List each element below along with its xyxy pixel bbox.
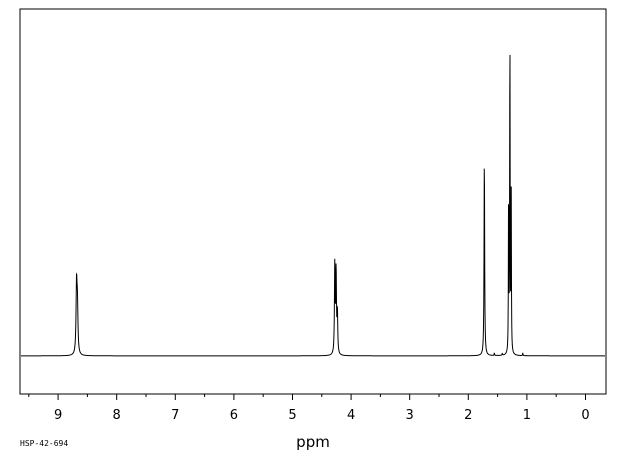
x-tick-label: 5 xyxy=(288,408,296,423)
x-tick-label: 4 xyxy=(347,408,355,423)
x-tick-label: 7 xyxy=(171,408,179,423)
plot-frame xyxy=(19,8,607,395)
spectrum-line xyxy=(21,54,605,357)
x-tick-label: 8 xyxy=(113,408,121,423)
x-tick-label: 1 xyxy=(523,408,531,423)
x-tick-label: 6 xyxy=(230,408,238,423)
x-tick-label: 3 xyxy=(406,408,414,423)
sample-code: HSP-42-694 xyxy=(20,439,68,448)
x-tick-label: 9 xyxy=(54,408,62,423)
x-axis-ticks: 9 8 7 6 5 4 3 2 1 0 xyxy=(28,394,590,423)
x-tick-label: 0 xyxy=(581,408,589,423)
x-tick-label: 2 xyxy=(464,408,472,423)
x-axis-label: ppm xyxy=(296,433,330,451)
